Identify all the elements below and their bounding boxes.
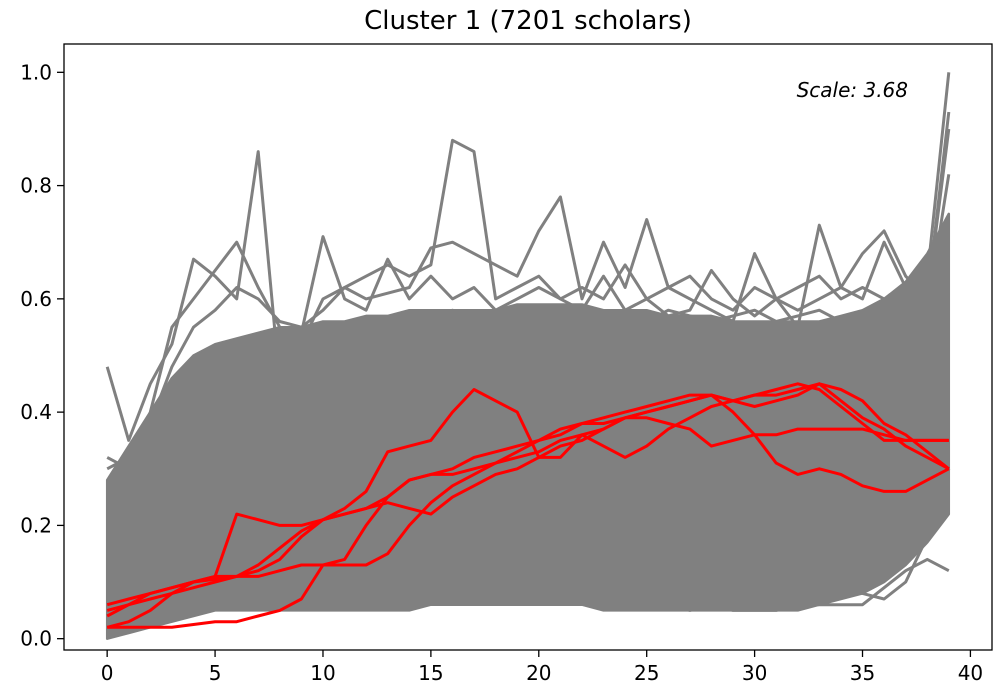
red-series-line-4 [107,416,949,629]
x-tick-label: 40 [958,661,983,685]
x-tick-label: 10 [310,661,335,685]
gray-series-line-3 [106,128,951,471]
gray-series-line-6 [106,468,951,612]
y-tick-label: 0.2 [20,513,52,537]
x-tick-label: 20 [526,661,551,685]
gray-series-line-2 [106,111,951,471]
x-tick-label: 35 [850,661,875,685]
x-axis: 0 5 10 15 20 25 30 35 40 [101,650,983,685]
y-tick-label: 0.0 [20,627,52,651]
gray-series-line-8 [106,241,951,527]
plot-frame [63,43,993,651]
y-tick-label: 0.4 [20,400,52,424]
x-tick-label: 30 [742,661,767,685]
y-axis: 0.0 0.2 0.4 0.6 0.8 1.0 [20,60,64,651]
x-tick-label: 5 [209,661,222,685]
red-series-line-2 [106,393,950,612]
x-tick-label: 0 [101,661,114,685]
red-series-line-5 [106,382,950,629]
x-tick-label: 15 [418,661,443,685]
gray-series-line-1 [105,72,951,442]
gray-series-line-7 [106,467,951,635]
y-tick-label: 0.6 [20,287,52,311]
scale-annotation: Scale: 3.68 [797,78,908,102]
gray-series-line-4 [106,174,951,583]
gray-band-area [105,212,951,640]
red-series-lines [106,382,950,629]
chart-title: Cluster 1 (7201 scholars) [364,6,692,36]
red-series-line-3 [106,382,950,618]
gray-series-band [105,212,951,640]
y-tick-label: 1.0 [20,60,52,84]
x-tick-label: 25 [634,661,659,685]
y-tick-label: 0.8 [20,174,52,198]
